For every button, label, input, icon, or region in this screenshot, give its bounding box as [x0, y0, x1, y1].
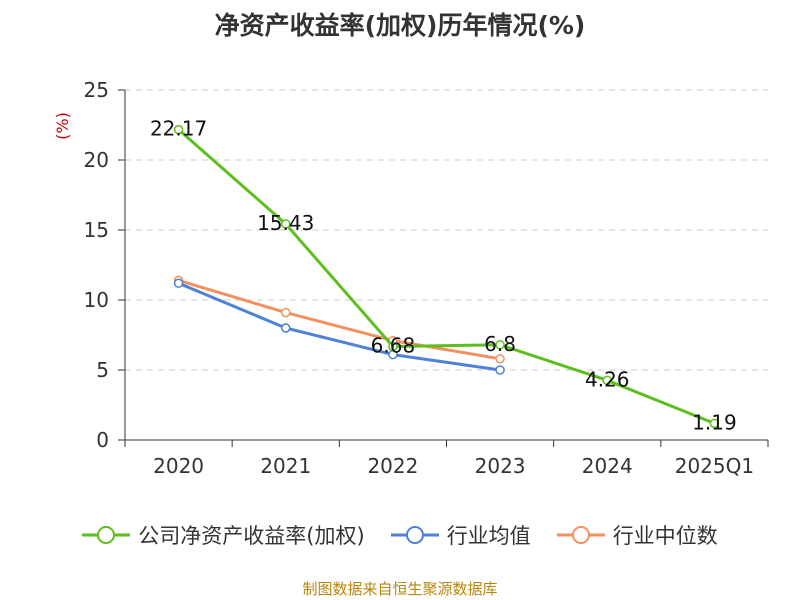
legend-label: 行业中位数 [612, 524, 718, 548]
x-tick-label: 2020 [153, 454, 204, 478]
data-point [173, 124, 184, 135]
series-line [178, 278, 501, 361]
legend-item: 行业均值 [390, 520, 531, 550]
data-point [281, 219, 291, 229]
x-tick-label: 2022 [367, 454, 418, 478]
legend: 公司净资产收益率(加权) 行业均值 行业中位数 [0, 520, 800, 550]
y-axis-label: (%) [53, 112, 72, 140]
data-point [495, 340, 505, 350]
data-point [709, 418, 720, 429]
legend-swatch-icon [556, 526, 605, 544]
x-tick-label: 2023 [475, 454, 526, 478]
series-line [177, 128, 715, 425]
data-label: 22.17 [150, 117, 207, 141]
x-tick-label: 2024 [582, 454, 633, 478]
data-point [602, 375, 612, 386]
legend-label: 行业均值 [446, 524, 531, 548]
data-label: 1.19 [692, 410, 737, 434]
data-point [281, 323, 291, 333]
legend-item: 行业中位数 [556, 520, 718, 550]
data-point [495, 354, 505, 364]
x-tick-label: 2025Q1 [675, 454, 754, 478]
y-tick-label: 10 [84, 288, 109, 312]
data-label: 6.8 [484, 332, 516, 356]
legend-swatch-icon [390, 526, 439, 544]
data-point [388, 341, 398, 352]
source-note: 制图数据来自恒生聚源数据库 [302, 580, 498, 598]
y-tick-label: 15 [84, 218, 109, 242]
data-label: 6.68 [371, 333, 416, 357]
y-tick-label: 20 [84, 148, 109, 172]
data-point [495, 365, 505, 375]
data-point [173, 278, 184, 288]
series-line [178, 281, 501, 372]
data-label: 4.26 [585, 367, 630, 391]
y-tick-label: 25 [84, 78, 109, 102]
x-tick-label: 2021 [260, 454, 311, 478]
legend-swatch-icon [82, 526, 131, 544]
chart-title: 净资产收益率(加权)历年情况(%) [214, 11, 586, 40]
y-tick-label: 5 [96, 358, 109, 382]
y-tick-label: 0 [96, 428, 109, 452]
legend-label: 公司净资产收益率(加权) [138, 524, 365, 548]
data-point [281, 307, 291, 318]
legend-item: 公司净资产收益率(加权) [82, 520, 365, 550]
data-label: 15.43 [257, 211, 314, 235]
